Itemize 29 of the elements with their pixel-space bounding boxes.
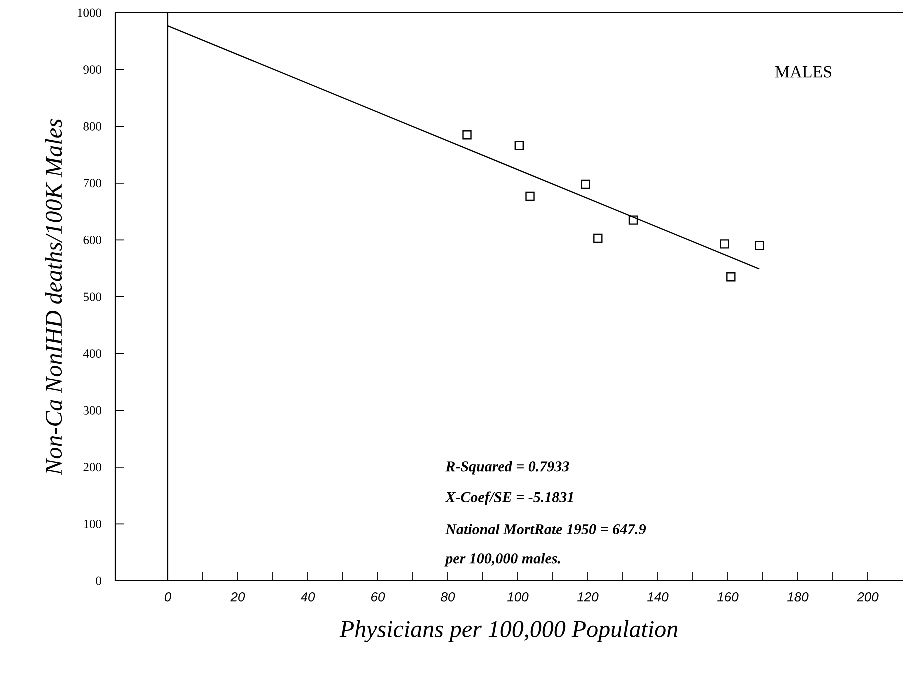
x-tick-label: 60 — [372, 592, 386, 602]
annotation: MALES — [775, 66, 832, 78]
y-tick-label: 100 — [84, 520, 102, 528]
y-tick-label: 300 — [84, 406, 102, 415]
y-tick-label: 1000 — [78, 8, 102, 18]
y-tick-label: 200 — [84, 463, 102, 472]
y-tick-label: 400 — [83, 350, 102, 358]
y-tick-label: 500 — [84, 292, 102, 302]
x-tick-label: 160 — [718, 592, 739, 602]
x-tick-label: 0 — [164, 592, 172, 602]
x-tick-label: 20 — [230, 592, 246, 602]
x-axis-title: Physicians per 100,000 Population — [340, 620, 678, 642]
x-tick-label: 200 — [857, 592, 879, 602]
y-tick-label: 600 — [84, 236, 102, 244]
annotation: per 100,000 males. — [444, 553, 560, 567]
y-tick-label: 700 — [84, 179, 102, 188]
x-tick-label: 120 — [578, 592, 599, 602]
y-tick-label: 0 — [96, 576, 102, 586]
annotation: R-Squared = 0.7933 — [446, 461, 570, 475]
y-tick-label: 800 — [84, 122, 102, 131]
x-tick-label: 100 — [508, 592, 529, 602]
x-tick-label: 80 — [441, 592, 456, 602]
y-axis-title: Non-Ca NonIHD deaths/100K Males — [45, 119, 62, 476]
x-tick-label: 40 — [300, 592, 316, 602]
x-tick-label: 180 — [788, 592, 809, 602]
y-tick-label: 900 — [84, 66, 102, 74]
annotation: X-Coef/SE = -5.1831 — [445, 492, 574, 506]
annotation: National MortRate 1950 = 647.9 — [446, 524, 646, 535]
x-tick-label: 140 — [648, 592, 669, 602]
